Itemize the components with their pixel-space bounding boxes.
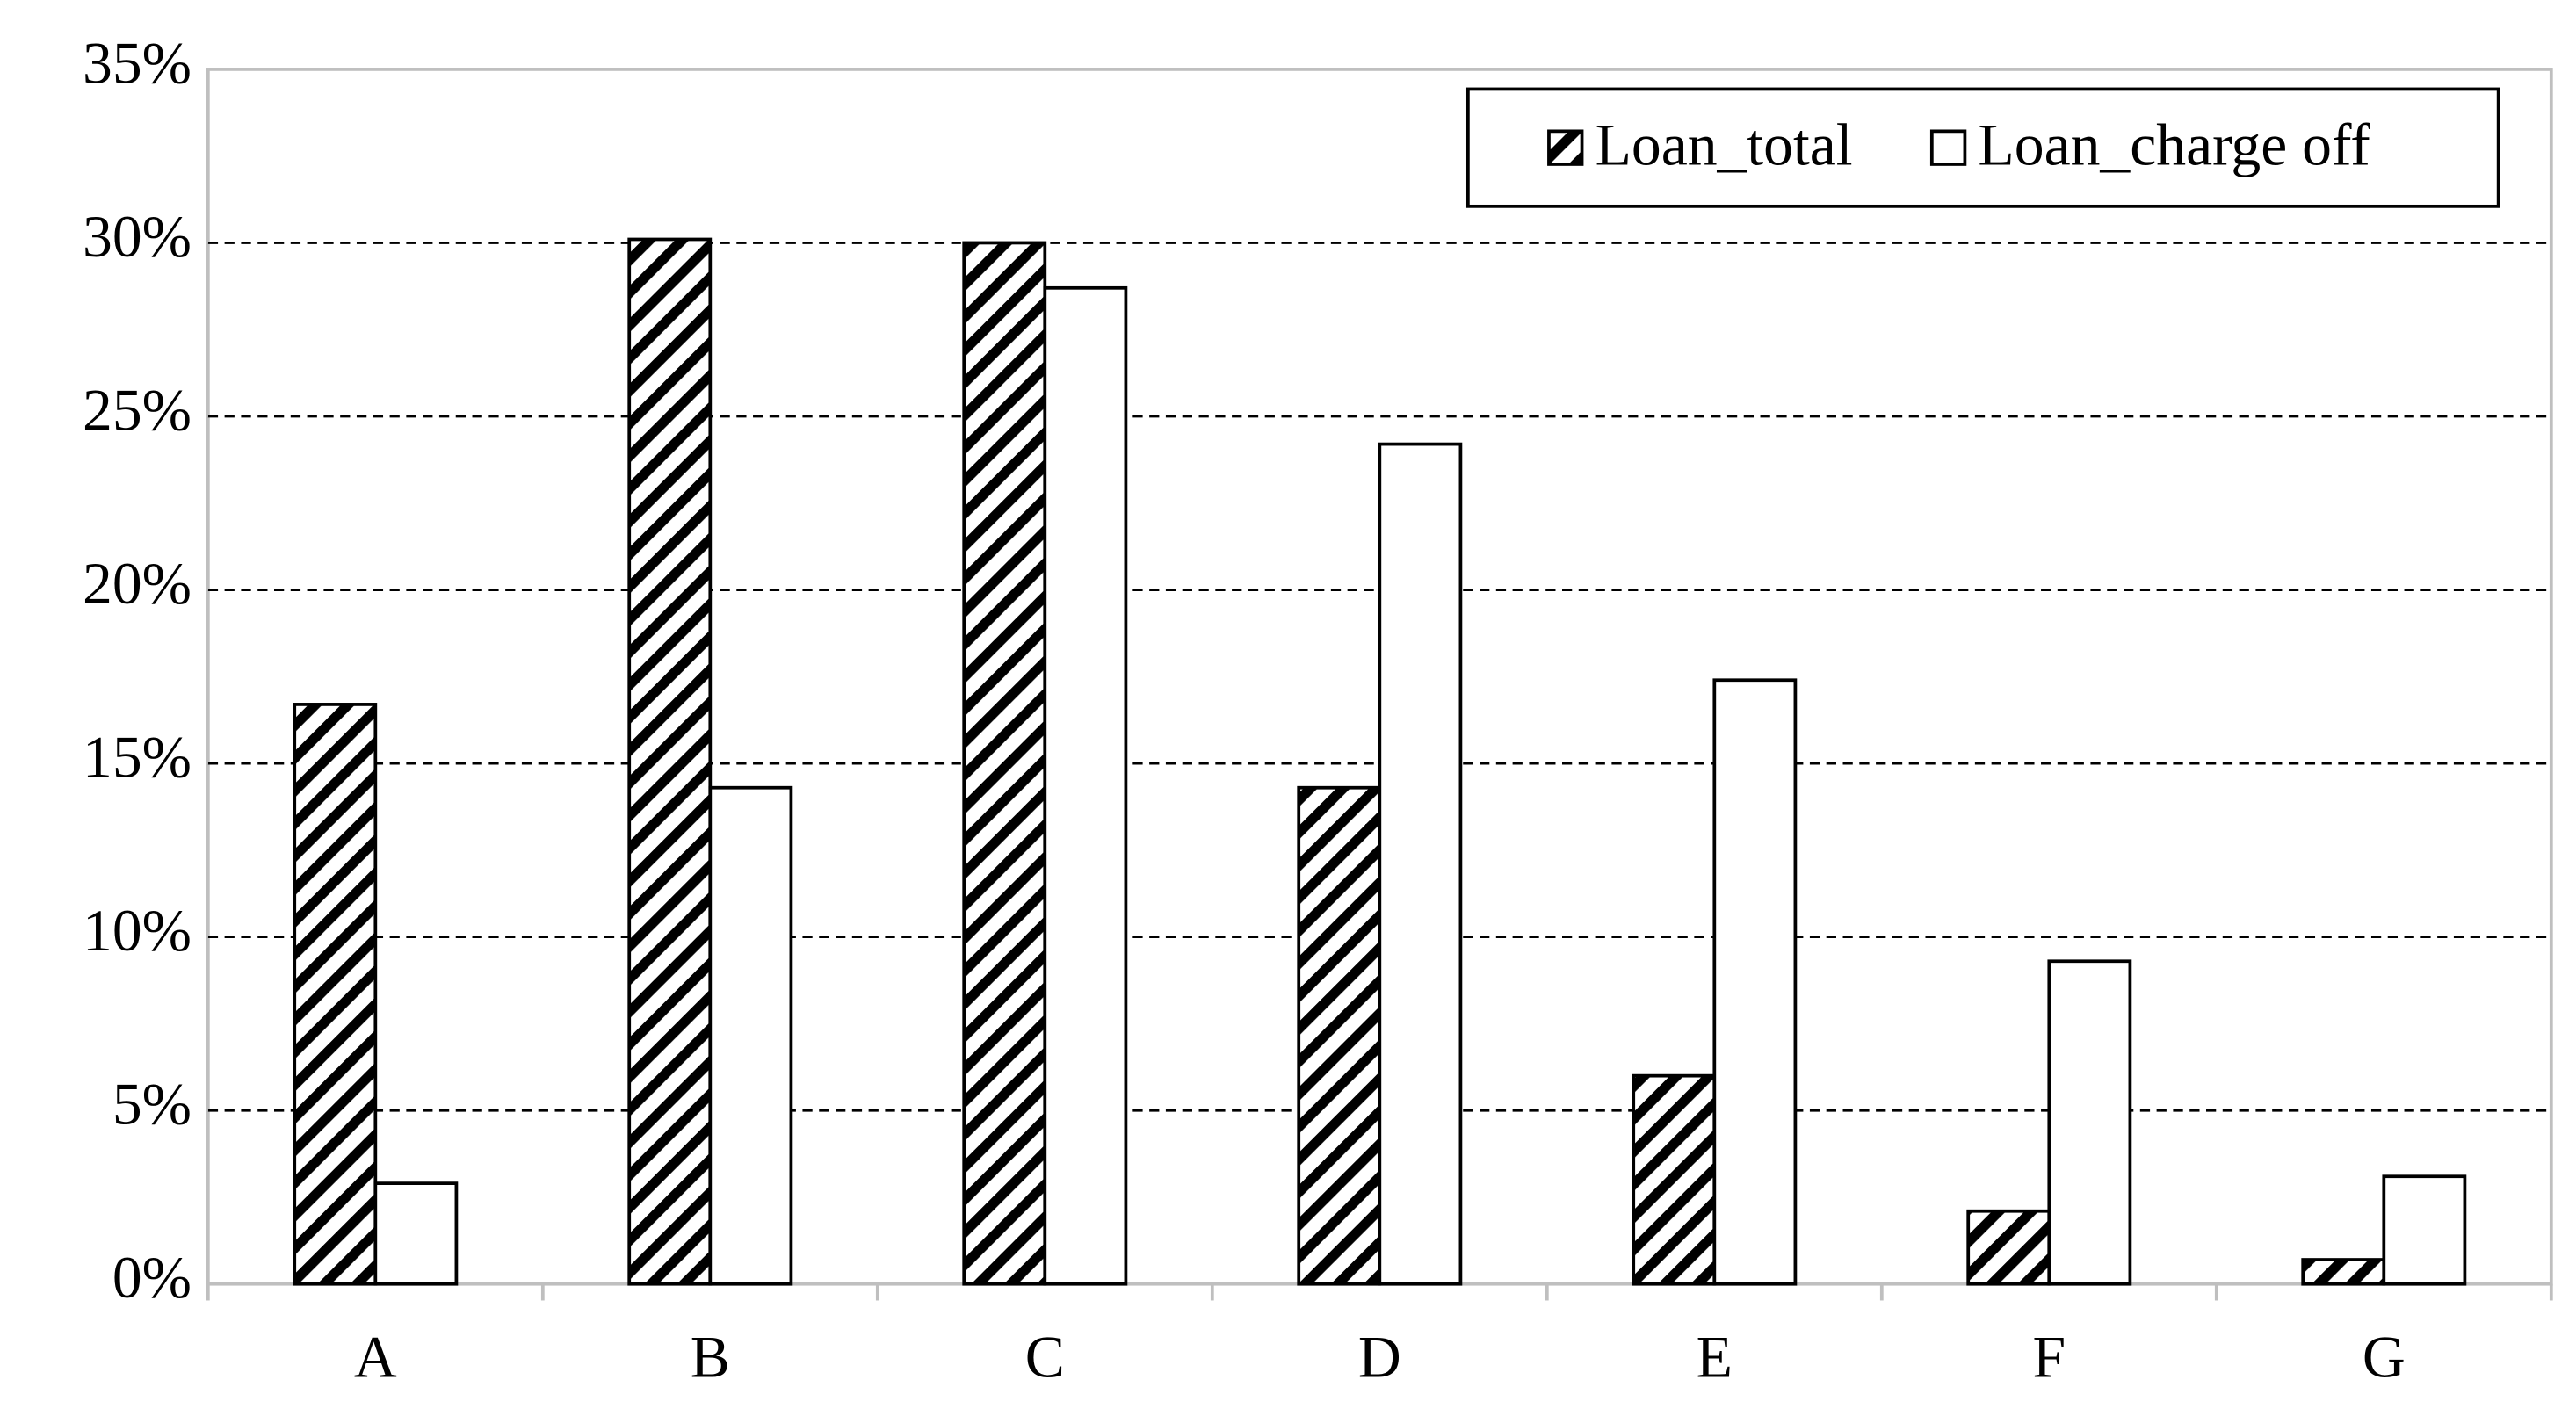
y-tick-label: 35% — [83, 30, 192, 96]
x-tick-label: B — [691, 1324, 730, 1390]
legend-box — [1465, 87, 2500, 208]
legend-label: Loan_charge off — [1978, 112, 2370, 177]
x-tick-label: G — [2363, 1324, 2406, 1390]
bar — [1712, 678, 1798, 1286]
bar — [962, 241, 1047, 1286]
bar — [1966, 1209, 2051, 1286]
bar — [2047, 959, 2132, 1286]
y-tick-label: 30% — [83, 204, 192, 270]
x-tick-label: C — [1025, 1324, 1065, 1390]
y-tick-label: 5% — [112, 1072, 192, 1138]
bar — [373, 1181, 459, 1286]
x-tick-label: E — [1697, 1324, 1733, 1390]
x-tick-label: A — [354, 1324, 397, 1390]
x-tick-label: D — [1358, 1324, 1401, 1390]
y-tick-label: 0% — [112, 1245, 192, 1311]
bar — [2301, 1258, 2386, 1286]
bar — [2382, 1174, 2467, 1286]
legend-swatch — [1929, 129, 1967, 166]
y-tick-label: 20% — [83, 551, 192, 617]
bar — [627, 237, 713, 1286]
legend-label: Loan_total — [1596, 112, 1853, 177]
y-tick-label: 15% — [83, 725, 192, 791]
bar — [293, 703, 378, 1286]
x-tick-label: F — [2032, 1324, 2066, 1390]
bar — [1378, 442, 1463, 1286]
bar — [1297, 785, 1382, 1286]
bar — [708, 785, 793, 1286]
y-tick-label: 10% — [83, 898, 192, 964]
bar — [1043, 285, 1128, 1286]
legend-swatch — [1547, 129, 1584, 166]
y-tick-label: 25% — [83, 378, 192, 444]
bar — [1632, 1073, 1717, 1286]
